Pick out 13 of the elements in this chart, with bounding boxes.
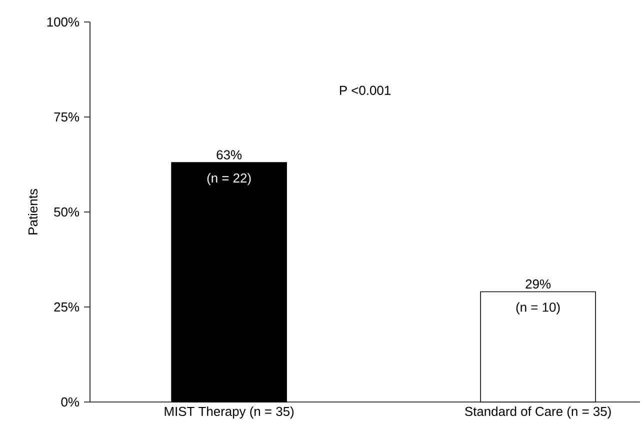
y-axis-title: Patients: [28, 189, 38, 234]
y-tick-label: 0%: [61, 397, 80, 407]
y-tick-label: 50%: [54, 207, 80, 217]
annotation: (n = 22): [207, 173, 251, 186]
annotation: (n = 10): [516, 302, 560, 314]
annotation: P <0.001: [340, 86, 390, 95]
x-tick-label: MIST Therapy (n = 35): [164, 406, 294, 419]
x-tick-label: Standard of Care (n = 35): [465, 406, 611, 419]
y-tick-label: 25%: [54, 302, 80, 312]
data-label: 63%: [216, 150, 242, 160]
data-label: 29%: [526, 279, 551, 289]
y-tick-label: 75%: [54, 112, 80, 122]
y-tick-label: 100%: [47, 17, 80, 27]
